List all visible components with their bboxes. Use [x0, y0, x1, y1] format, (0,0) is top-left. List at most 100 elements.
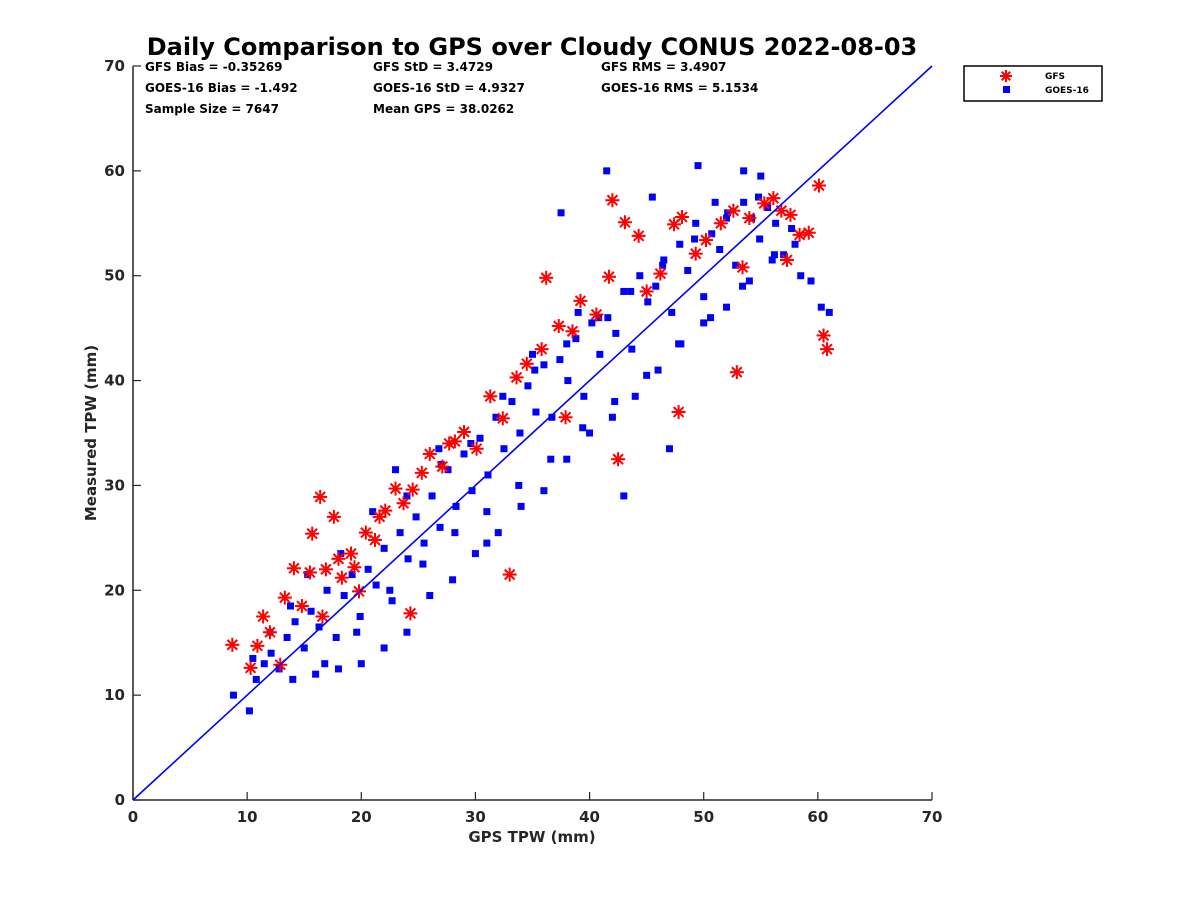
goes16-point	[807, 277, 815, 285]
goes16-point	[357, 660, 365, 668]
goes16-point	[392, 466, 400, 474]
goes16-point	[608, 413, 616, 421]
goes16-point	[692, 219, 700, 227]
gfs-point	[313, 489, 328, 504]
gfs-point	[305, 526, 320, 541]
goes16-point	[694, 162, 702, 170]
goes16-point	[444, 466, 452, 474]
goes16-point	[260, 660, 268, 668]
legend-gfs-asterisk	[1000, 70, 1012, 82]
goes16-point	[556, 356, 564, 364]
goes16-point	[467, 439, 475, 447]
goes16-point	[426, 592, 434, 600]
y-axis-label: Measured TPW (mm)	[82, 345, 100, 521]
y-tick-label: 40	[104, 372, 125, 390]
gfs-point	[735, 260, 750, 275]
goes16-point	[468, 487, 476, 495]
goes16-point	[532, 408, 540, 416]
goes16-point	[732, 261, 740, 269]
stat-sample-size: Sample Size = 7647	[145, 102, 279, 116]
gfs-point	[495, 411, 510, 426]
goes16-point	[412, 513, 420, 521]
gfs-point	[726, 203, 741, 218]
gfs-point	[551, 319, 566, 334]
goes16-point	[574, 308, 582, 316]
x-tick-label: 10	[237, 808, 258, 826]
goes16-point	[372, 581, 380, 589]
goes16-point	[524, 382, 532, 390]
goes16-point	[547, 455, 555, 463]
gfs-point	[783, 207, 798, 222]
gfs-point	[780, 252, 795, 267]
goes16-point	[644, 298, 652, 306]
gfs-point	[617, 215, 632, 230]
goes16-point	[540, 361, 548, 369]
goes16-point	[419, 560, 427, 568]
gfs-point	[414, 465, 429, 480]
gfs-point	[225, 637, 240, 652]
goes16-point	[404, 555, 412, 563]
goes16-point	[500, 445, 508, 453]
gfs-point	[671, 405, 686, 420]
goes16-point	[572, 335, 580, 343]
goes16-point	[420, 539, 428, 547]
one-to-one-line	[132, 65, 933, 801]
gfs-point	[344, 546, 359, 561]
x-tick-label: 70	[922, 808, 943, 826]
goes16-point	[388, 597, 396, 605]
gfs-point	[326, 509, 341, 524]
legend-goes16-marker	[1003, 86, 1010, 93]
gfs-point	[819, 342, 834, 357]
goes16-point	[289, 675, 297, 683]
gfs-point	[502, 567, 517, 582]
y-tick-label: 70	[104, 57, 125, 75]
goes16-point	[291, 618, 299, 626]
goes16-point	[711, 198, 719, 206]
goes16-point	[471, 550, 479, 558]
gfs-point	[729, 365, 744, 380]
gfs-point	[611, 452, 626, 467]
gfs-point	[698, 233, 713, 248]
x-tick-label: 30	[465, 808, 486, 826]
goes16-point	[603, 167, 611, 175]
goes16-point	[677, 340, 685, 348]
goes16-point	[745, 277, 753, 285]
goes16-point	[620, 492, 628, 500]
gfs-point	[469, 441, 484, 456]
goes16-point	[531, 366, 539, 374]
gfs-point	[403, 606, 418, 621]
goes16-point	[740, 198, 748, 206]
goes16-point	[492, 413, 500, 421]
goes16-point	[287, 602, 295, 610]
goes16-point	[668, 308, 676, 316]
x-tick-label: 0	[128, 808, 138, 826]
goes16-point	[428, 492, 436, 500]
chart-title: Daily Comparison to GPS over Cloudy CONU…	[147, 33, 918, 61]
goes16-point	[460, 450, 468, 458]
goes16-point	[648, 193, 656, 201]
goes16-point	[708, 230, 716, 238]
goes16-point	[396, 529, 404, 537]
goes16-point	[563, 455, 571, 463]
gfs-point	[331, 551, 346, 566]
gfs-point	[675, 209, 690, 224]
goes16-point	[517, 502, 525, 510]
goes16-point	[612, 329, 620, 337]
gfs-point	[347, 560, 362, 575]
goes16-point	[348, 571, 356, 579]
goes16-point	[684, 266, 692, 274]
goes16-point	[483, 508, 491, 516]
goes16-point	[403, 492, 411, 500]
goes16-point	[652, 282, 660, 290]
goes16-point	[356, 613, 364, 620]
goes16-point	[791, 240, 799, 248]
goes16-point	[332, 633, 340, 641]
goes16-point	[403, 628, 411, 636]
goes16-point	[300, 644, 308, 652]
stat-goes-std: GOES-16 StD = 4.9327	[373, 81, 525, 95]
goes16-point	[586, 429, 594, 437]
goes16-point	[739, 282, 747, 290]
legend-gfs-label: GFS	[1045, 72, 1065, 82]
goes16-point	[654, 366, 662, 374]
